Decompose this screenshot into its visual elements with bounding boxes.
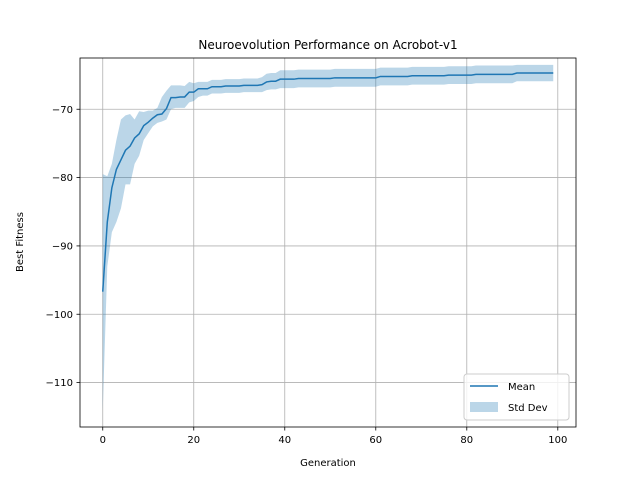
x-tick-label: 100 (548, 435, 567, 446)
y-tick-label: −70 (52, 105, 73, 116)
legend-std-dev-swatch (470, 402, 498, 412)
legend-std-dev-label: Std Dev (508, 403, 548, 414)
x-tick-label: 60 (369, 435, 382, 446)
x-axis-label: Generation (300, 458, 356, 469)
x-tick-label: 80 (460, 435, 473, 446)
chart-title: Neuroevolution Performance on Acrobot-v1 (198, 38, 457, 52)
y-tick-label: −110 (46, 378, 73, 389)
legend: Mean Std Dev (463, 373, 570, 421)
y-tick-label: −100 (46, 310, 73, 321)
x-tick-label: 0 (100, 435, 106, 446)
y-axis: −70 −80 −90 −100 −110 (46, 105, 80, 389)
x-axis: 0 20 40 60 80 100 (100, 427, 567, 446)
x-tick-label: 40 (278, 435, 291, 446)
y-tick-label: −80 (52, 173, 73, 184)
y-tick-label: −90 (52, 241, 73, 252)
mean-line (102, 72, 554, 292)
x-tick-label: 20 (187, 435, 200, 446)
legend-mean-label: Mean (508, 382, 535, 393)
y-axis-label: Best Fitness (15, 212, 26, 272)
axes-frame (79, 57, 577, 428)
